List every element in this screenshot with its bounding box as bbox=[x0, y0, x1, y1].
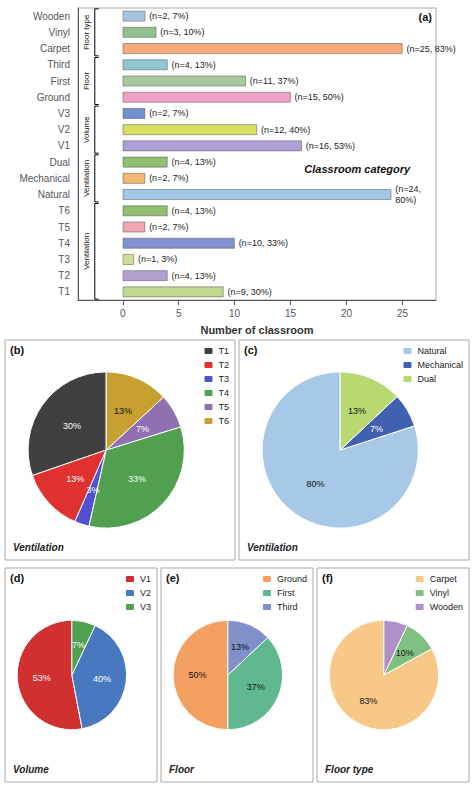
svg-text:40%: 40% bbox=[93, 674, 111, 684]
svg-text:(e): (e) bbox=[166, 572, 180, 584]
svg-text:Ground: Ground bbox=[37, 92, 70, 103]
svg-text:30%: 30% bbox=[63, 421, 81, 431]
svg-text:50%: 50% bbox=[189, 670, 207, 680]
svg-text:Volume: Volume bbox=[13, 764, 49, 775]
svg-text:13%: 13% bbox=[114, 406, 132, 416]
svg-text:(d): (d) bbox=[10, 572, 24, 584]
svg-text:13%: 13% bbox=[66, 474, 84, 484]
svg-text:(n=24,: (n=24, bbox=[395, 184, 421, 194]
svg-text:13%: 13% bbox=[231, 642, 249, 652]
svg-text:(n=12, 40%): (n=12, 40%) bbox=[261, 125, 310, 135]
svg-text:(f): (f) bbox=[322, 572, 333, 584]
svg-text:15: 15 bbox=[285, 308, 297, 319]
svg-text:Carpet: Carpet bbox=[40, 43, 70, 54]
svg-text:Mechanical: Mechanical bbox=[417, 360, 463, 370]
svg-text:Carpet: Carpet bbox=[430, 574, 458, 584]
svg-text:First: First bbox=[51, 76, 71, 87]
svg-text:53%: 53% bbox=[33, 673, 51, 683]
svg-text:(b): (b) bbox=[10, 344, 24, 356]
svg-text:T2: T2 bbox=[218, 360, 229, 370]
svg-text:Third: Third bbox=[277, 602, 298, 612]
svg-text:(n=2, 7%): (n=2, 7%) bbox=[149, 11, 188, 21]
svg-text:T4: T4 bbox=[218, 388, 229, 398]
svg-text:(n=16, 53%): (n=16, 53%) bbox=[306, 141, 355, 151]
svg-text:80%: 80% bbox=[306, 479, 324, 489]
svg-text:T6: T6 bbox=[58, 205, 70, 216]
svg-text:(n=4, 13%): (n=4, 13%) bbox=[172, 206, 216, 216]
svg-text:7%: 7% bbox=[136, 424, 149, 434]
svg-text:V2: V2 bbox=[140, 588, 151, 598]
svg-text:25: 25 bbox=[397, 308, 409, 319]
svg-text:V3: V3 bbox=[58, 108, 71, 119]
svg-text:Number of classroom: Number of classroom bbox=[200, 324, 313, 336]
svg-text:Vinyl: Vinyl bbox=[49, 27, 71, 38]
svg-text:(n=1, 3%): (n=1, 3%) bbox=[138, 254, 177, 264]
svg-text:T1: T1 bbox=[218, 346, 229, 356]
svg-text:(c): (c) bbox=[244, 344, 258, 356]
svg-text:Dual: Dual bbox=[49, 157, 70, 168]
svg-text:T5: T5 bbox=[58, 222, 70, 233]
svg-text:Ventilation: Ventilation bbox=[13, 542, 64, 553]
svg-text:T6: T6 bbox=[218, 416, 229, 426]
svg-text:Natural: Natural bbox=[417, 346, 446, 356]
svg-text:13%: 13% bbox=[348, 406, 366, 416]
svg-text:7%: 7% bbox=[72, 640, 85, 650]
svg-text:3%: 3% bbox=[87, 485, 100, 495]
svg-text:(n=2, 7%): (n=2, 7%) bbox=[149, 173, 188, 183]
svg-text:Natural: Natural bbox=[38, 189, 70, 200]
svg-text:Ventilation: Ventilation bbox=[247, 542, 298, 553]
svg-text:First: First bbox=[277, 588, 295, 598]
svg-text:Third: Third bbox=[47, 59, 70, 70]
svg-text:T4: T4 bbox=[58, 238, 70, 249]
svg-text:10%: 10% bbox=[396, 648, 414, 658]
svg-text:(n=15, 50%): (n=15, 50%) bbox=[295, 92, 344, 102]
svg-text:(n=2, 7%): (n=2, 7%) bbox=[149, 222, 188, 232]
svg-text:Classroom category: Classroom category bbox=[304, 163, 411, 175]
svg-text:0: 0 bbox=[120, 308, 126, 319]
svg-text:83%: 83% bbox=[359, 696, 377, 706]
svg-text:(n=4, 13%): (n=4, 13%) bbox=[172, 271, 216, 281]
svg-text:37%: 37% bbox=[247, 682, 265, 692]
svg-text:(n=11, 37%): (n=11, 37%) bbox=[250, 76, 299, 86]
svg-text:T1: T1 bbox=[58, 286, 70, 297]
svg-text:Ventilation: Ventilation bbox=[82, 233, 91, 270]
svg-text:T5: T5 bbox=[218, 402, 229, 412]
svg-text:7%: 7% bbox=[370, 424, 383, 434]
svg-text:33%: 33% bbox=[128, 474, 146, 484]
svg-text:V3: V3 bbox=[140, 602, 151, 612]
svg-text:V1: V1 bbox=[140, 574, 151, 584]
svg-text:(n=2, 7%): (n=2, 7%) bbox=[149, 108, 188, 118]
svg-text:(n=4, 13%): (n=4, 13%) bbox=[172, 157, 216, 167]
svg-text:(n=4, 13%): (n=4, 13%) bbox=[172, 60, 216, 70]
svg-text:Floor type: Floor type bbox=[325, 764, 374, 775]
svg-text:(n=25, 83%): (n=25, 83%) bbox=[406, 44, 455, 54]
svg-text:(n=9, 30%): (n=9, 30%) bbox=[227, 287, 271, 297]
svg-text:Vinyl: Vinyl bbox=[430, 588, 449, 598]
svg-text:Mechanical: Mechanical bbox=[19, 173, 70, 184]
svg-text:10: 10 bbox=[229, 308, 241, 319]
svg-text:T3: T3 bbox=[218, 374, 229, 384]
svg-text:T2: T2 bbox=[58, 270, 70, 281]
svg-text:(n=10, 33%): (n=10, 33%) bbox=[239, 238, 288, 248]
svg-text:Wooden: Wooden bbox=[33, 11, 70, 22]
svg-text:80%): 80%) bbox=[395, 195, 416, 205]
svg-text:Floor: Floor bbox=[82, 72, 91, 91]
svg-text:(n=3, 10%): (n=3, 10%) bbox=[160, 27, 204, 37]
svg-text:Dual: Dual bbox=[417, 374, 436, 384]
svg-text:Ground: Ground bbox=[277, 574, 307, 584]
svg-text:V1: V1 bbox=[58, 140, 71, 151]
svg-text:V2: V2 bbox=[58, 124, 71, 135]
svg-text:Floor: Floor bbox=[169, 764, 195, 775]
svg-text:(a): (a) bbox=[419, 11, 433, 23]
svg-text:Wooden: Wooden bbox=[430, 602, 463, 612]
svg-text:Ventilation: Ventilation bbox=[82, 160, 91, 197]
svg-text:5: 5 bbox=[176, 308, 182, 319]
svg-text:Floor type: Floor type bbox=[82, 14, 91, 50]
svg-text:Volume: Volume bbox=[82, 116, 91, 143]
svg-text:20: 20 bbox=[341, 308, 353, 319]
svg-text:T3: T3 bbox=[58, 254, 70, 265]
